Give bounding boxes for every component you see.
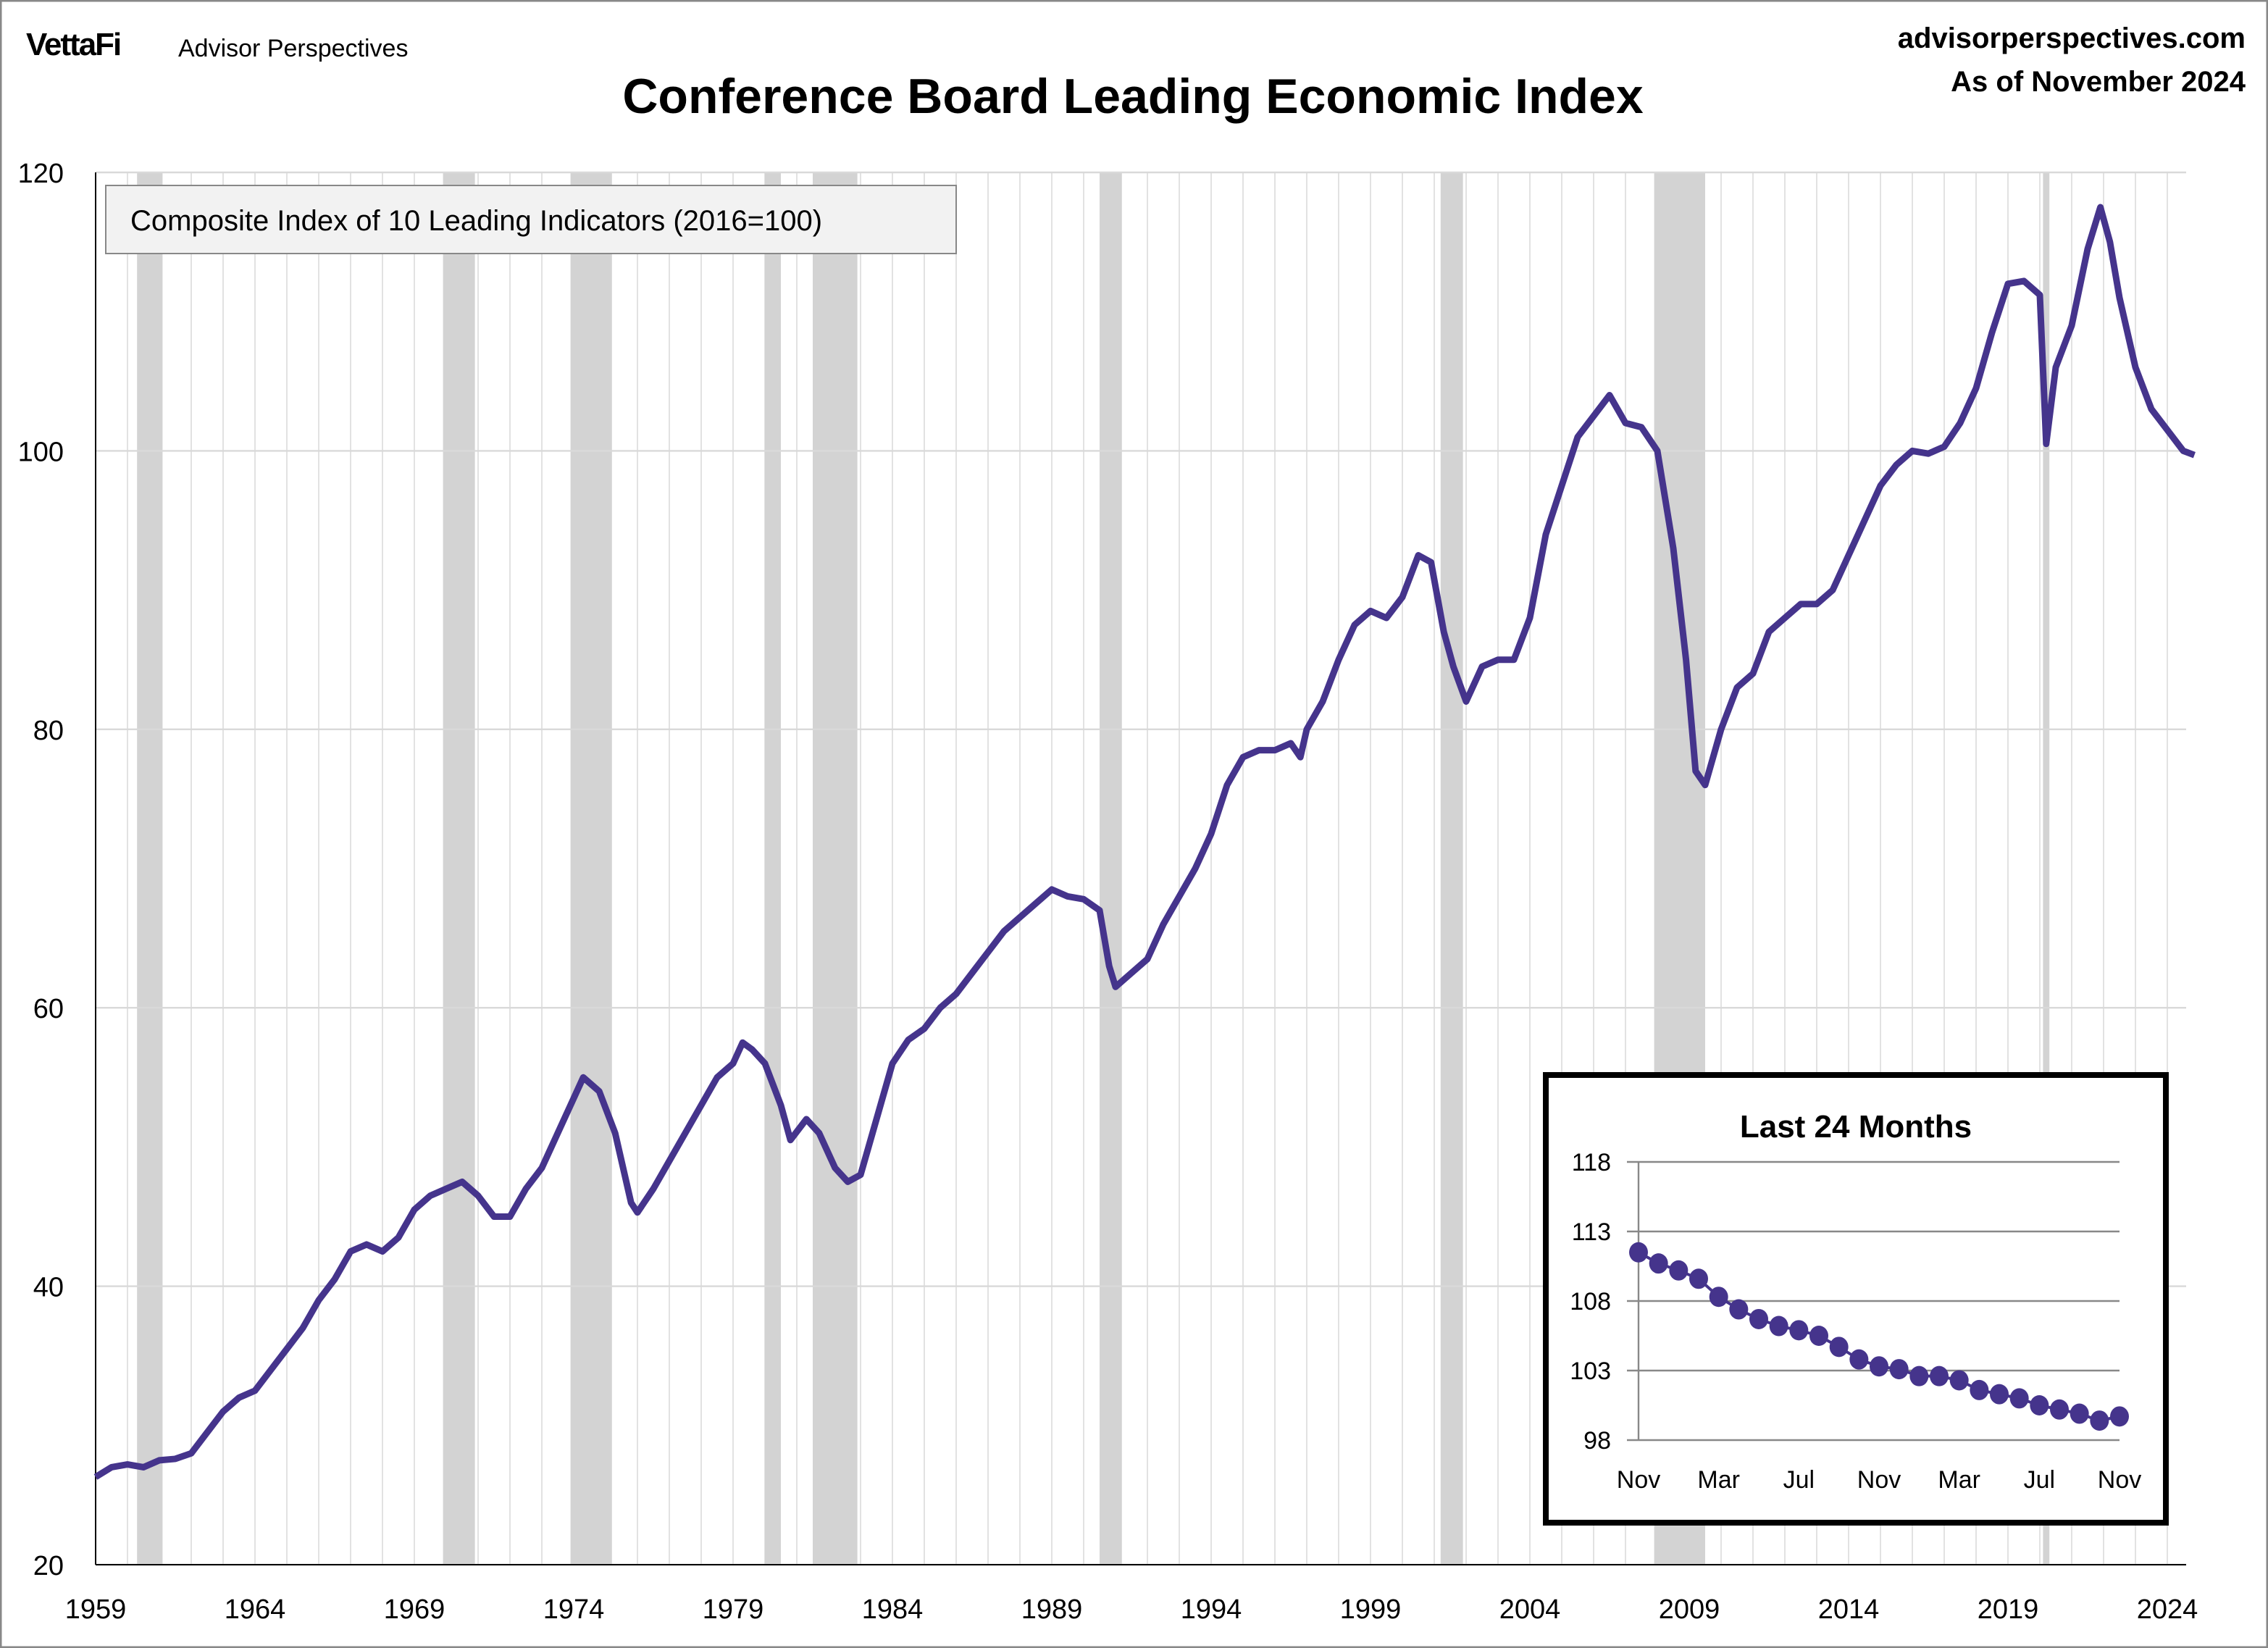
recession-band [2043,172,2050,1565]
inset-data-point [1829,1337,1849,1358]
inset-data-point [1870,1356,1888,1377]
x-tick-label: 1989 [1021,1594,1083,1625]
x-tick-label: 1994 [1181,1594,1242,1625]
y-tick-label: 60 [33,994,64,1024]
inset-x-tick-label: Nov [2098,1466,2141,1494]
recession-band [137,172,163,1565]
y-tick-label: 120 [18,159,64,189]
x-tick-label: 1979 [703,1594,764,1625]
inset-data-point [1669,1260,1689,1281]
inset-data-point [2050,1399,2069,1420]
x-tick-label: 1974 [543,1594,605,1625]
lei-series-line [93,204,2196,1480]
recession-band [443,172,475,1565]
x-tick-label: 1999 [1340,1594,1402,1625]
y-tick-label: 20 [33,1551,64,1581]
y-tick-label: 100 [18,437,64,467]
inset-x-tick-label: Mar [1938,1466,1980,1494]
x-tick-label: 2004 [1499,1594,1561,1625]
recession-band [570,172,612,1565]
x-tick-label: 2014 [1818,1594,1880,1625]
inset-title: Last 24 Months [1740,1109,1972,1145]
inset-data-point [1949,1370,1969,1391]
recession-band [1440,172,1463,1565]
inset-x-tick-label: Jul [2024,1466,2055,1494]
y-tick-label: 80 [33,716,64,746]
x-tick-label: 1964 [225,1594,286,1625]
inset-data-point [2070,1403,2089,1424]
recession-band [813,172,858,1565]
inset-data-point [1709,1287,1728,1308]
x-tick-label: 2009 [1659,1594,1720,1625]
inset-data-point [1789,1320,1809,1341]
x-tick-label: 1984 [862,1594,924,1625]
x-tick-label: 2024 [2137,1594,2198,1625]
inset-data-point [1629,1242,1648,1263]
recession-band [765,172,781,1565]
inset-data-point [1689,1268,1708,1289]
chart-title: Conference Board Leading Economic Index [622,69,1644,124]
x-tick-label: 1969 [384,1594,445,1625]
recession-band [1100,172,1122,1565]
inset-data-point [1649,1253,1668,1274]
inset-data-point [1889,1359,1909,1380]
inset-data-point [2030,1395,2049,1415]
inset-x-tick-label: Nov [1857,1466,1901,1494]
inset-data-point [1749,1308,1768,1329]
inset-data-point [1769,1316,1788,1337]
brand-name: Advisor Perspectives [178,35,408,62]
inset-data-point [1849,1349,1869,1370]
legend-text: Composite Index of 10 Leading Indicators… [130,205,822,237]
inset-box [1543,1072,2169,1526]
inset-data-point [1930,1365,1949,1386]
inset-data-point [1909,1365,1929,1386]
inset-y-tick-label: 113 [1572,1218,1611,1246]
inset-x-tick-label: Nov [1617,1466,1660,1494]
inset-data-point [1970,1379,1989,1400]
inset-data-point [1990,1384,2009,1405]
legend-box [105,185,957,254]
x-tick-label: 2019 [1978,1594,2039,1625]
inset-data-point [2009,1388,2029,1409]
y-tick-label: 40 [33,1273,64,1303]
inset-y-tick-label: 118 [1572,1149,1611,1176]
site-url: advisorperspectives.com [1898,22,2246,54]
inset-y-tick-label: 98 [1583,1427,1611,1455]
inset-y-tick-label: 103 [1570,1358,1611,1385]
x-tick-label: 1959 [65,1594,127,1625]
inset-y-tick-label: 108 [1570,1288,1611,1316]
inset-data-point [2110,1406,2129,1427]
as-of-date: As of November 2024 [1951,66,2246,98]
inset-x-tick-label: Mar [1697,1466,1740,1494]
inset-data-point [1729,1299,1749,1320]
vettafi-logo: VettaFi [26,27,120,62]
inset-data-point [2090,1410,2109,1431]
inset-data-point [1809,1326,1828,1346]
inset-x-tick-label: Jul [1783,1466,1815,1494]
